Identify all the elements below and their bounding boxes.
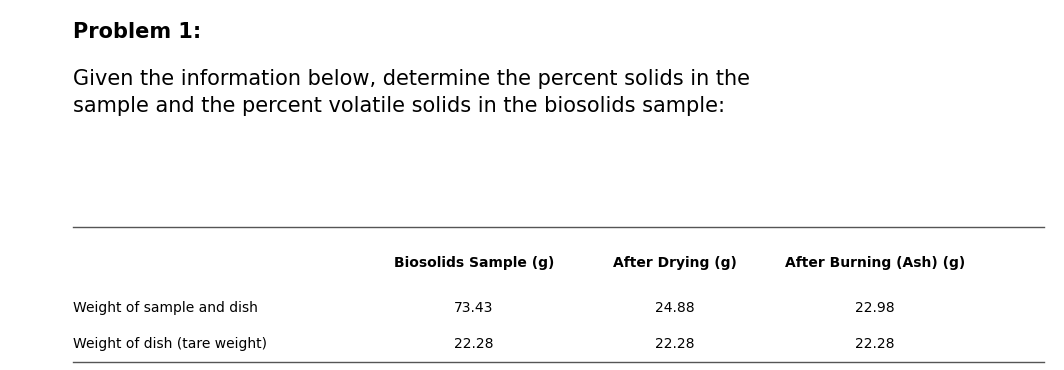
Text: Given the information below, determine the percent solids in the
sample and the : Given the information below, determine t… bbox=[72, 69, 750, 116]
Text: Biosolids Sample (g): Biosolids Sample (g) bbox=[394, 256, 554, 269]
Text: 22.28: 22.28 bbox=[454, 337, 494, 351]
Text: 24.88: 24.88 bbox=[654, 301, 695, 315]
Text: 73.43: 73.43 bbox=[454, 301, 494, 315]
Text: 22.28: 22.28 bbox=[855, 337, 895, 351]
Text: After Drying (g): After Drying (g) bbox=[613, 256, 736, 269]
Text: 22.28: 22.28 bbox=[654, 337, 695, 351]
Text: Weight of sample and dish: Weight of sample and dish bbox=[72, 301, 257, 315]
Text: After Burning (Ash) (g): After Burning (Ash) (g) bbox=[785, 256, 965, 269]
Text: 22.98: 22.98 bbox=[855, 301, 895, 315]
Text: Problem 1:: Problem 1: bbox=[72, 22, 201, 42]
Text: Weight of dish (tare weight): Weight of dish (tare weight) bbox=[72, 337, 267, 351]
